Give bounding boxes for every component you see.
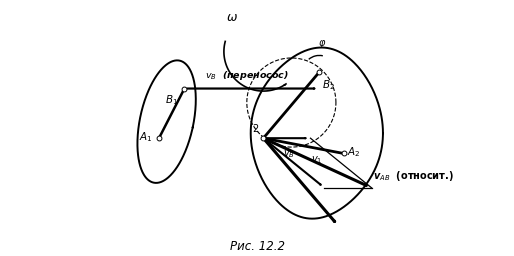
Text: $v_1$: $v_1$ xyxy=(310,155,322,166)
Text: $\omega$: $\omega$ xyxy=(226,11,237,24)
Text: $B_2$: $B_2$ xyxy=(322,78,335,92)
Text: $\boldsymbol{v}_{AB}$  (относит.): $\boldsymbol{v}_{AB}$ (относит.) xyxy=(373,169,453,183)
Text: $A_2$: $A_2$ xyxy=(347,145,361,159)
Text: $v_B$  (переносос): $v_B$ (переносос) xyxy=(205,69,289,82)
Text: $B_1$: $B_1$ xyxy=(165,94,178,108)
Text: $A_1$: $A_1$ xyxy=(139,130,153,144)
Text: $v_B$: $v_B$ xyxy=(283,148,296,160)
Text: 2: 2 xyxy=(252,124,258,134)
Text: $\varphi$: $\varphi$ xyxy=(318,38,326,50)
Text: Рис. 12.2: Рис. 12.2 xyxy=(229,240,285,253)
